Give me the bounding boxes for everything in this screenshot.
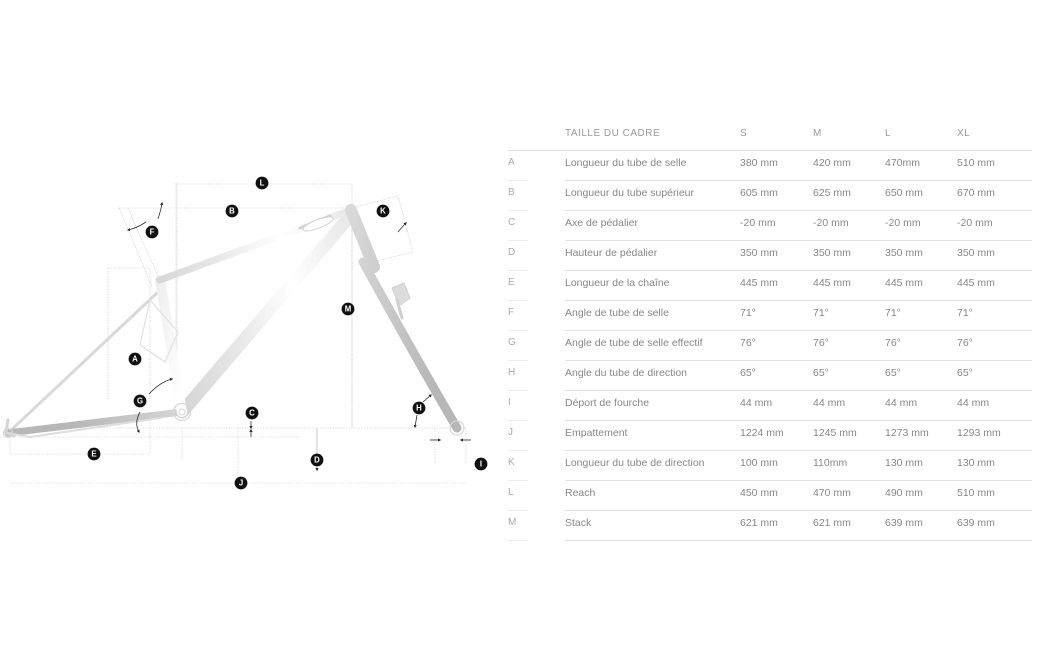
svg-text:C: C — [249, 409, 255, 418]
svg-text:F: F — [150, 228, 155, 237]
svg-text:A: A — [132, 355, 138, 364]
svg-text:L: L — [260, 179, 265, 188]
svg-text:I: I — [480, 460, 482, 469]
svg-text:H: H — [416, 404, 422, 413]
svg-text:E: E — [91, 450, 96, 459]
svg-text:K: K — [380, 207, 386, 216]
svg-text:B: B — [229, 207, 235, 216]
svg-text:G: G — [137, 397, 143, 406]
svg-text:D: D — [314, 456, 320, 465]
svg-text:M: M — [345, 305, 352, 314]
svg-text:J: J — [239, 479, 243, 488]
